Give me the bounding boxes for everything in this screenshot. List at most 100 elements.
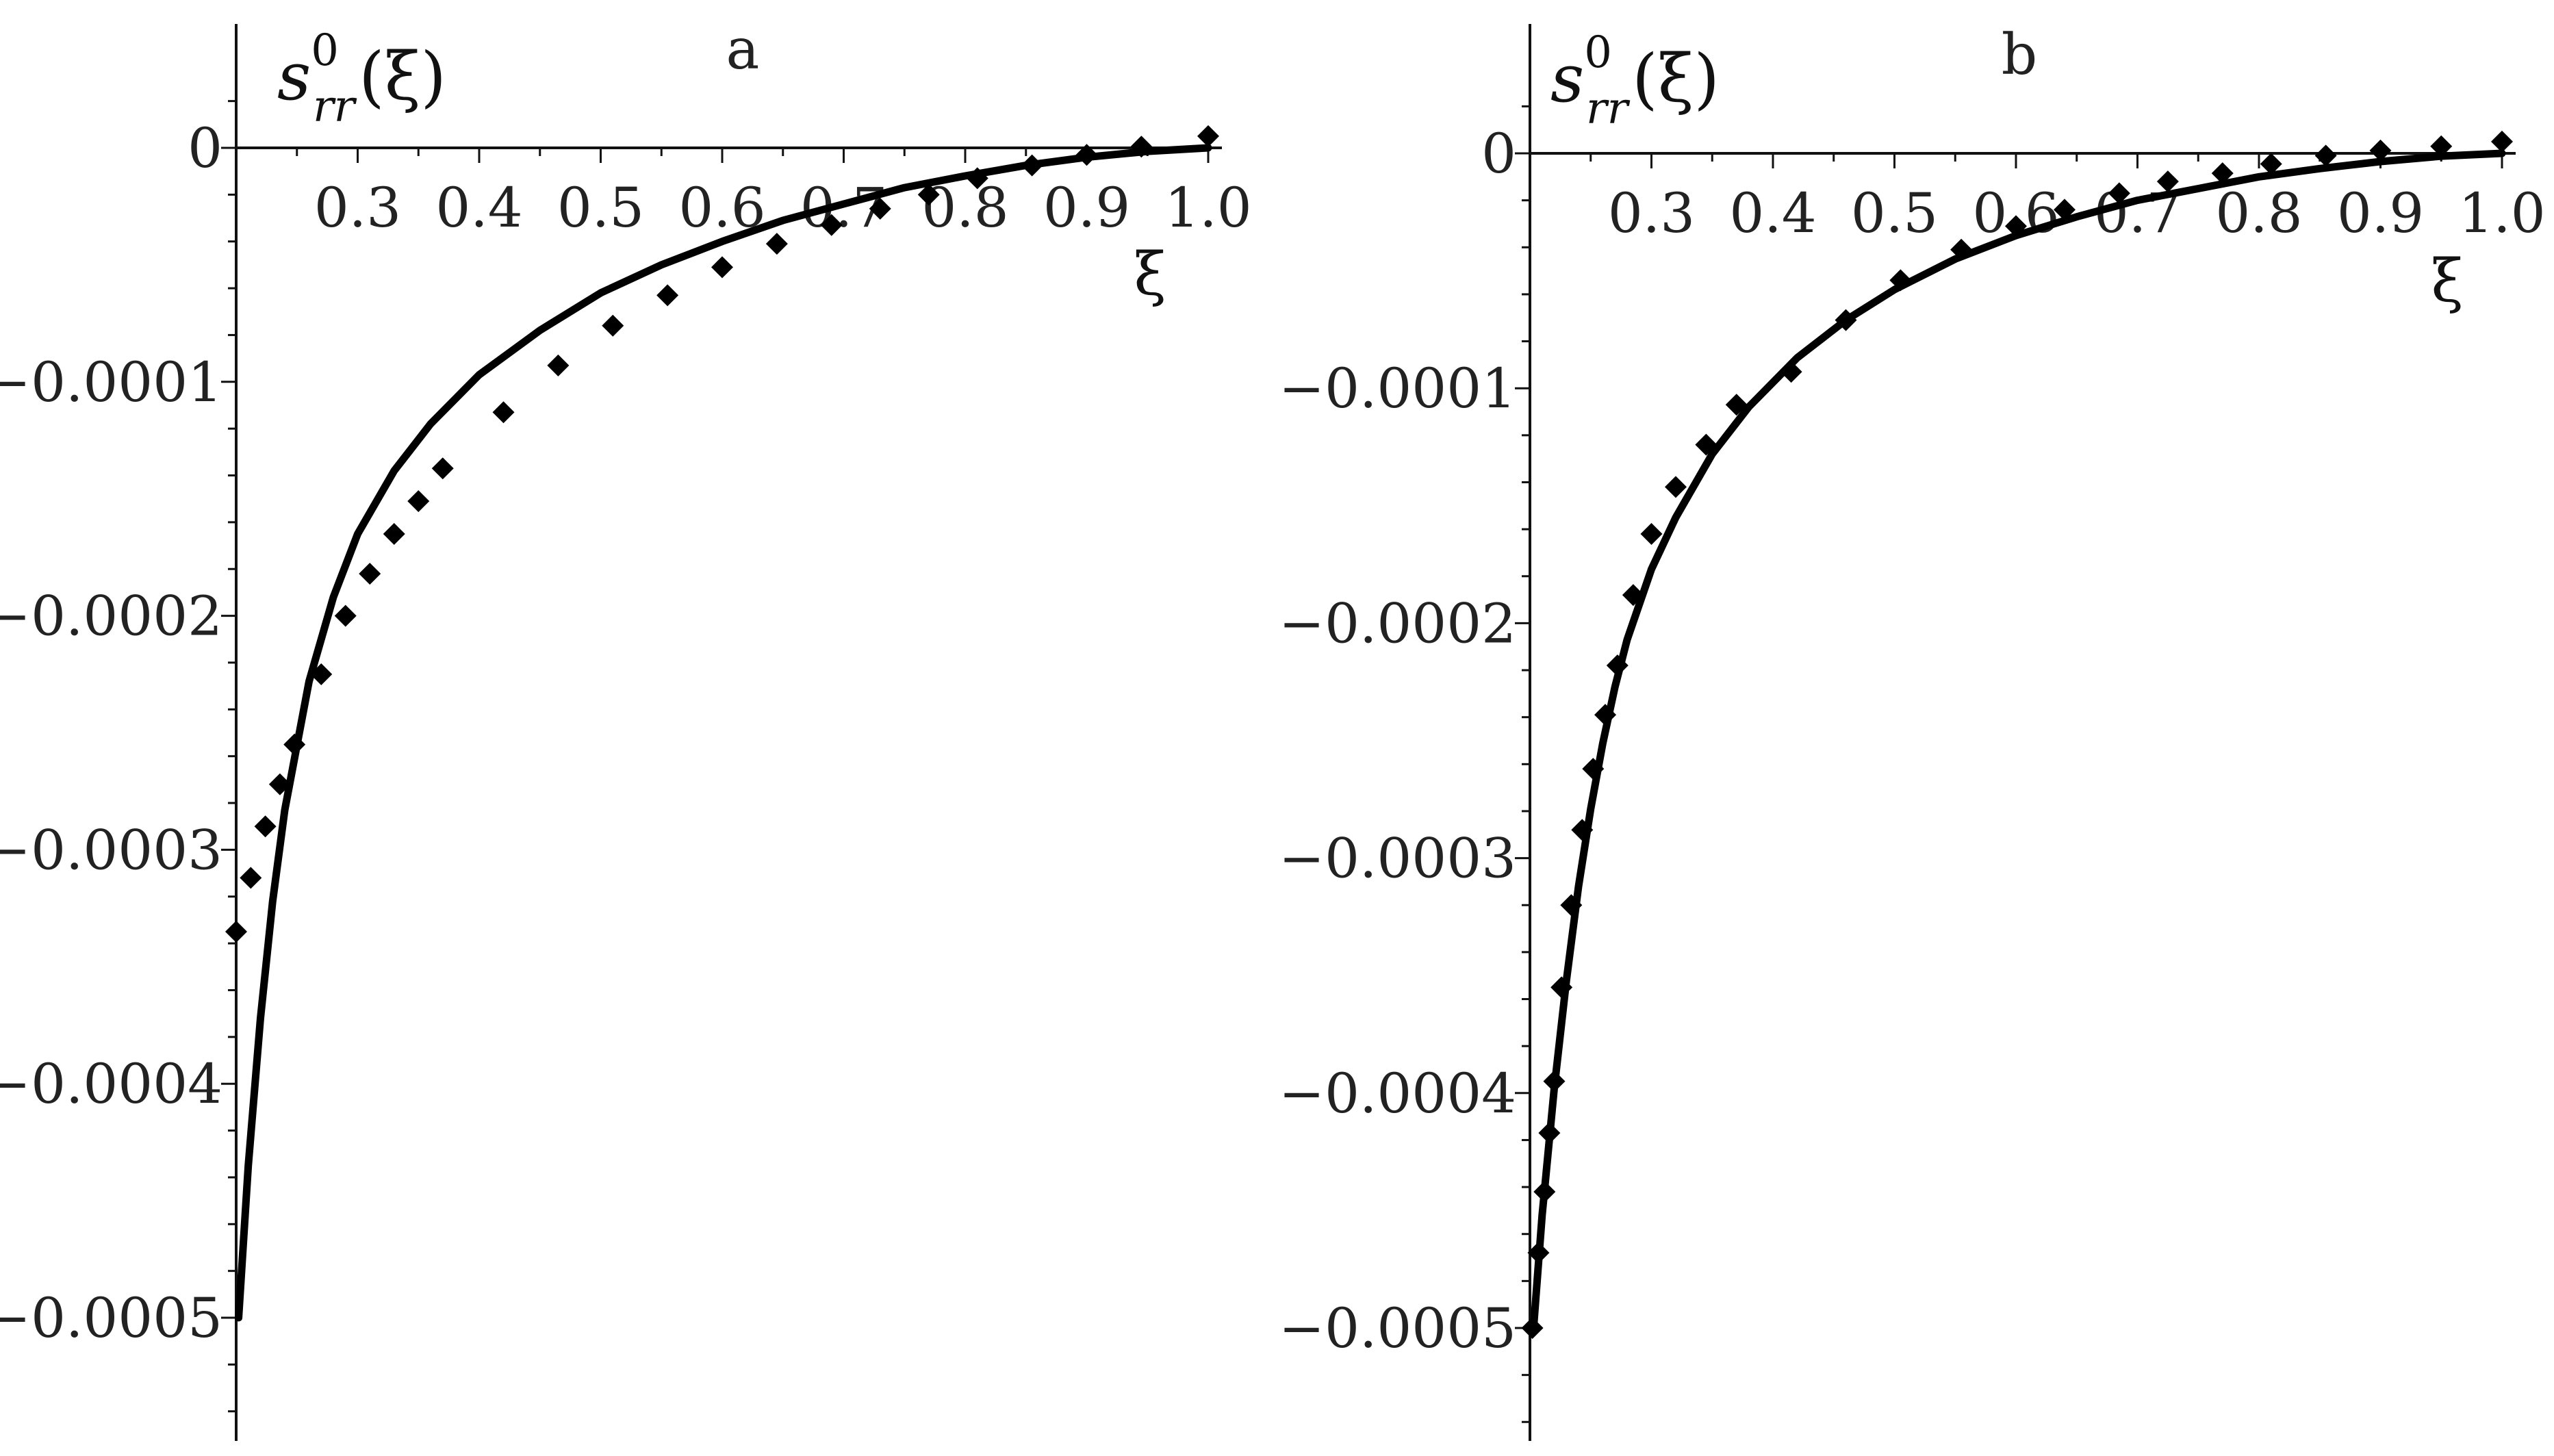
data-point: [1695, 433, 1717, 456]
data-point: [1622, 584, 1644, 606]
data-point: [820, 214, 843, 236]
data-point: [2260, 153, 2282, 175]
data-point: [383, 522, 405, 545]
data-point: [1640, 522, 1663, 545]
y-tick-label: −0.0003: [1279, 827, 1516, 891]
x-axis-label-a: ξ: [1134, 240, 1166, 309]
data-point: [359, 563, 381, 585]
data-point: [1075, 144, 1098, 166]
data-point: [334, 604, 357, 627]
data-point: [602, 314, 624, 337]
data-point: [765, 233, 788, 255]
data-point: [1130, 136, 1153, 158]
y-tick-label: −0.0004: [0, 1052, 222, 1116]
y-tick-label: −0.0001: [1279, 357, 1516, 420]
y-label-symbol: s: [1550, 40, 1584, 117]
data-point: [656, 284, 679, 307]
y-tick-label: 0: [1481, 122, 1516, 186]
panel-label-b: b: [2002, 23, 2038, 88]
data-point: [966, 167, 988, 190]
x-tick-label: 0.3: [314, 176, 401, 240]
x-tick-label: 0.8: [2215, 181, 2302, 245]
data-point: [1538, 1122, 1561, 1145]
data-point: [1527, 1242, 1550, 1264]
y-tick-label: −0.0003: [0, 818, 222, 882]
data-point: [1950, 238, 1973, 261]
data-point: [1550, 976, 1573, 999]
y-label-superscript: 0: [311, 25, 339, 76]
data-point: [2054, 199, 2076, 221]
y-label-symbol: s: [277, 38, 311, 115]
data-point: [2369, 139, 2392, 162]
data-point: [1582, 758, 1605, 780]
data-point: [1780, 361, 1802, 383]
x-tick-label: 1.0: [1164, 176, 1251, 240]
plot-marks-a: [225, 125, 1219, 1322]
data-point: [547, 354, 570, 376]
series-line: [235, 144, 1212, 1322]
y-label-argument: (ξ): [1632, 40, 1720, 117]
data-point: [1665, 476, 1687, 498]
chart-panel-a: s0 rr(ξ) a ξ 0.3 0.4 0.5 0.6 0.7 0.8 0.9 1.00−0.…: [0, 17, 1252, 1441]
y-tick-label: −0.0002: [0, 585, 222, 648]
x-tick-label: 0.8: [921, 176, 1008, 240]
data-point: [1543, 1070, 1566, 1093]
data-point: [1594, 704, 1617, 726]
y-tick-label: −0.0005: [1279, 1297, 1516, 1360]
data-point: [283, 733, 306, 756]
data-point: [2005, 215, 2027, 238]
x-tick-label: 0.5: [557, 176, 644, 240]
chart-panel-b: s0 rr(ξ) b ξ 0.3 0.4 0.5 0.6 0.7 0.8 0.9 1.00−0.…: [1279, 23, 2546, 1441]
data-point: [1521, 1317, 1544, 1339]
data-point: [1533, 1180, 1556, 1203]
data-point: [917, 183, 940, 206]
y-label-argument: (ξ): [359, 38, 446, 115]
data-point: [1889, 269, 1912, 292]
y-axis-label-b: s0 rr(ξ): [1550, 27, 1720, 134]
data-point: [1725, 394, 1748, 416]
y-tick-label: −0.0004: [1279, 1062, 1516, 1125]
series-line: [1529, 149, 2506, 1332]
y-tick-label: −0.0005: [0, 1286, 222, 1350]
x-tick-label: 0.9: [1043, 176, 1130, 240]
y-label-subscript: rr: [1586, 84, 1631, 134]
x-tick-label: 0.4: [1729, 181, 1816, 245]
data-point: [407, 490, 430, 513]
panel-label-a: a: [726, 17, 760, 82]
y-tick-label: −0.0001: [0, 350, 222, 414]
axes-b: 0.3 0.4 0.5 0.6 0.7 0.8 0.9 1.00−0.0001−0.0002−…: [1279, 24, 2546, 1441]
data-point: [268, 773, 291, 795]
data-point: [254, 815, 277, 838]
data-point: [869, 197, 891, 220]
x-tick-label: 0.4: [435, 176, 522, 240]
data-point: [2491, 130, 2513, 153]
plot-marks-b: [1521, 130, 2513, 1339]
x-tick-label: 0.3: [1608, 181, 1695, 245]
data-point: [711, 256, 733, 279]
y-label-subscript: rr: [313, 81, 357, 132]
data-point: [2156, 170, 2179, 193]
x-tick-label: 1.0: [2458, 181, 2545, 245]
data-point: [492, 401, 515, 424]
data-point: [1571, 819, 1594, 841]
data-point: [225, 921, 247, 943]
data-point: [1835, 309, 1857, 331]
x-axis-label-b: ξ: [2431, 247, 2463, 316]
data-point: [2430, 135, 2453, 157]
data-point: [1606, 654, 1629, 677]
data-point: [2314, 144, 2337, 167]
x-tick-label: 0.9: [2337, 181, 2424, 245]
y-axis-label-a: s0 rr(ξ): [277, 25, 446, 132]
data-point: [431, 457, 454, 480]
data-point: [240, 867, 262, 889]
data-point: [310, 663, 333, 686]
data-point: [2211, 162, 2234, 185]
data-point: [1197, 125, 1219, 147]
x-tick-label: 0.5: [1851, 181, 1938, 245]
y-tick-label: −0.0002: [1279, 591, 1516, 655]
data-point: [1021, 154, 1043, 177]
axes-a: 0.3 0.4 0.5 0.6 0.7 0.8 0.9 1.00−0.0001−0.0002−…: [0, 24, 1252, 1441]
